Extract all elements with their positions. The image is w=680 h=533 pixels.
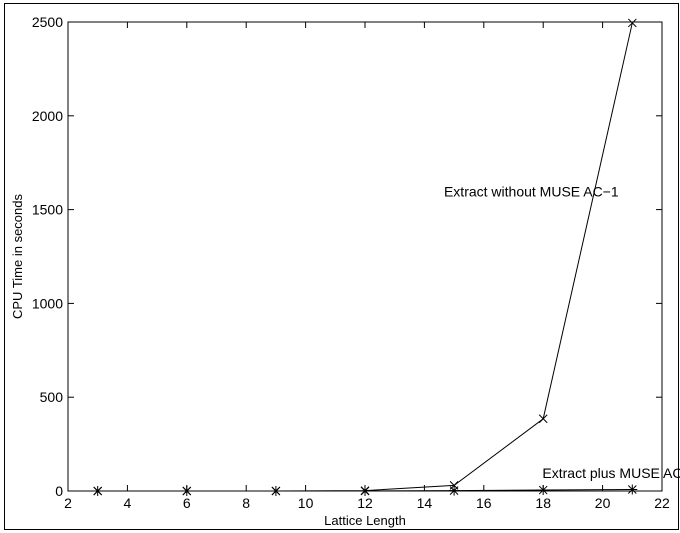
series-2-point (270, 486, 281, 496)
y-tick-label: 500 (40, 389, 64, 405)
x-tick-label: 12 (357, 495, 373, 511)
figure-border (4, 3, 679, 530)
y-tick-label: 2000 (32, 108, 63, 124)
x-tick-label: 20 (595, 495, 611, 511)
series-2-point (538, 485, 549, 496)
x-axis-label: Lattice Length (324, 513, 406, 528)
x-tick-label: 10 (298, 495, 314, 511)
annotation-2: Extract plus MUSE AC−1 (542, 465, 680, 481)
series-2-point (449, 485, 460, 496)
x-tick-label: 16 (476, 495, 492, 511)
x-tick-label: 14 (417, 495, 433, 511)
series-2-point (92, 486, 103, 496)
y-axis-label: CPU Time in seconds (10, 194, 25, 319)
y-tick-label: 1500 (32, 202, 63, 218)
series-2-point (360, 486, 370, 496)
x-tick-label: 6 (183, 495, 191, 511)
series-2-point (181, 486, 192, 496)
x-tick-label: 4 (124, 495, 132, 511)
annotation-group: Extract without MUSE AC−1 Extract plus MU… (444, 183, 680, 480)
series-1-point (627, 18, 637, 28)
x-tick-label: 8 (242, 495, 250, 511)
series-group (92, 18, 638, 496)
x-tick-label: 18 (535, 495, 551, 511)
tick-labels: 2 4 6 8 10 12 14 16 18 20 22 0 500 1000 1500 2000 2500 (32, 14, 670, 511)
series-1-line (97, 22, 633, 492)
plot-area (67, 21, 663, 492)
series-2-point (627, 484, 638, 495)
annotation-1: Extract without MUSE AC−1 (444, 183, 619, 199)
x-tick-label: 2 (64, 495, 72, 511)
tick-marks (67, 21, 663, 492)
y-tick-label: 1000 (32, 295, 63, 311)
x-tick-label: 22 (654, 495, 670, 511)
y-tick-label: 0 (55, 483, 63, 499)
y-tick-label: 2500 (32, 14, 63, 30)
series-1-point (538, 414, 548, 424)
